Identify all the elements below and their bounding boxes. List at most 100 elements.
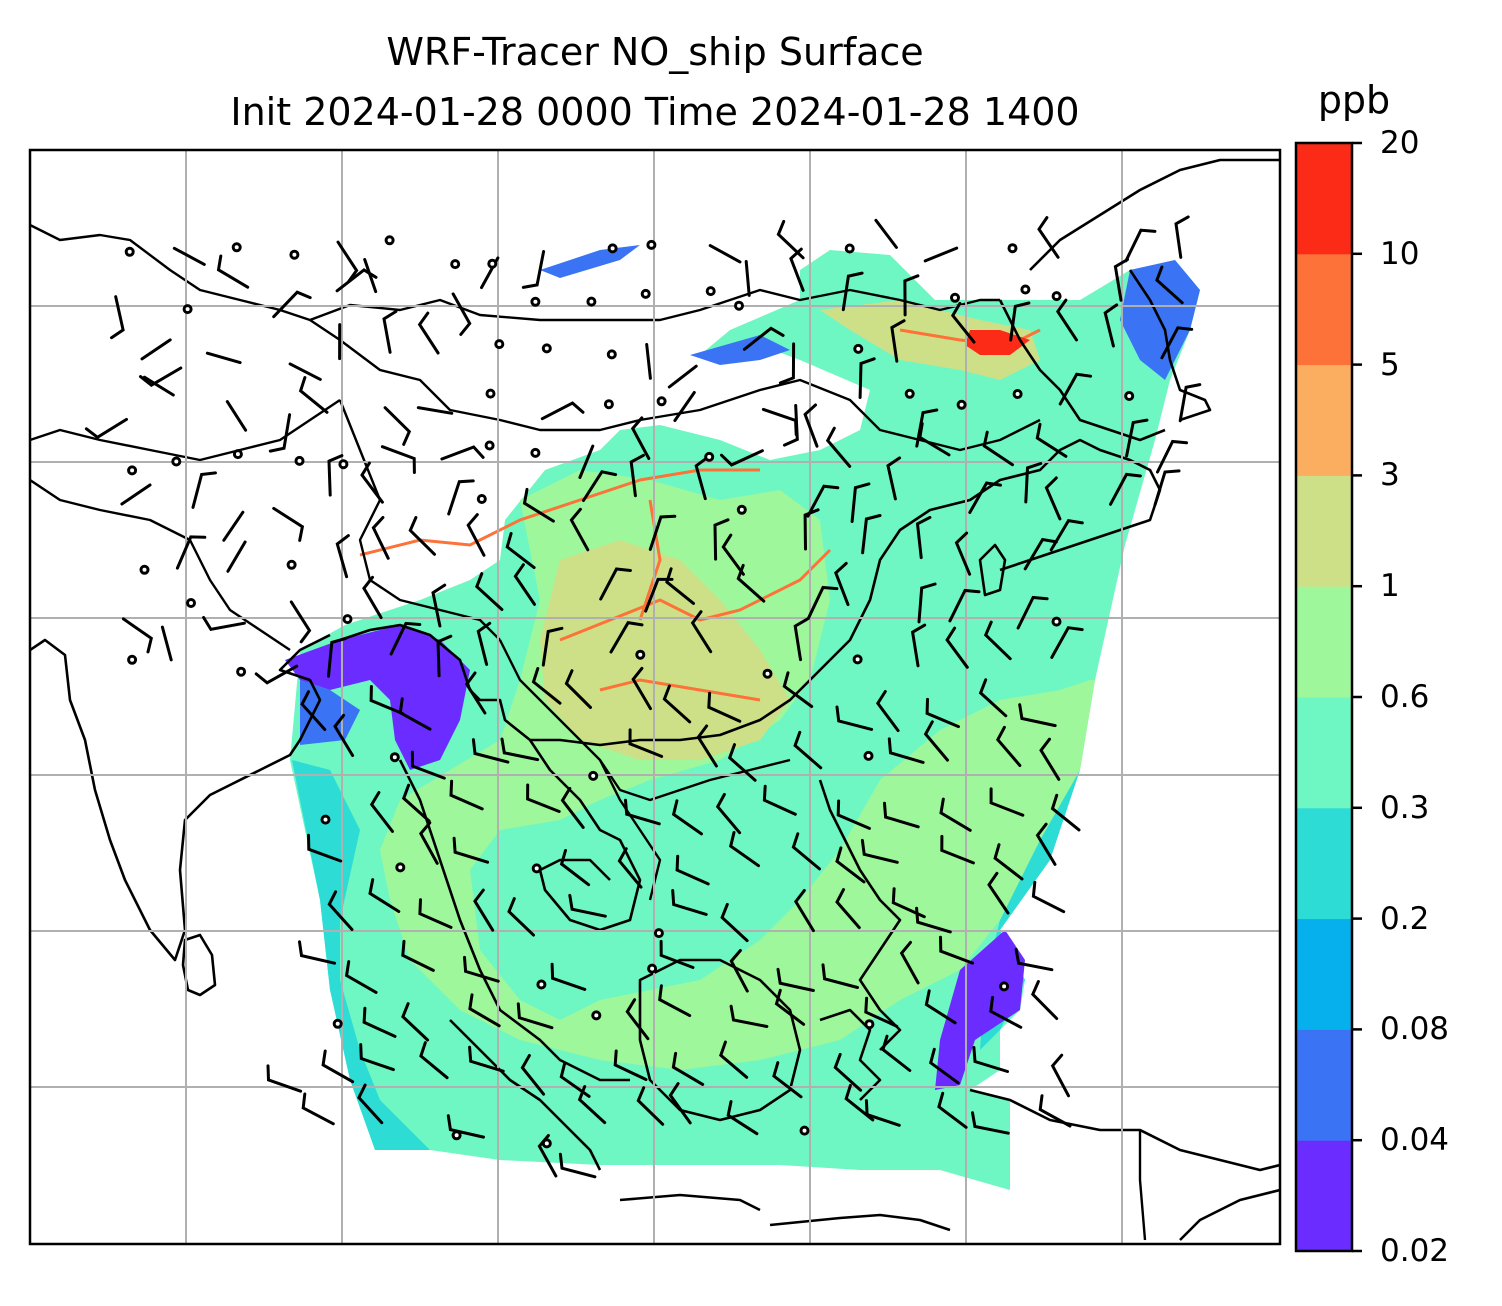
- calm-circle: [1007, 243, 1018, 254]
- map-content: [30, 150, 1280, 1244]
- wind-barb: [720, 449, 764, 467]
- wind-barb: [475, 572, 504, 611]
- wind-barb: [1050, 1053, 1070, 1098]
- wind-barb: [383, 406, 412, 446]
- wind-barb: [864, 996, 899, 1028]
- calm-circle: [182, 304, 193, 315]
- wind-barb: [978, 678, 1008, 718]
- wind-barb: [617, 847, 643, 889]
- colorbar-tick-label-3: 0.2: [1380, 900, 1430, 937]
- wind-barb: [446, 1114, 485, 1139]
- wind-barb: [344, 960, 378, 994]
- coast-sumatra: [449, 1019, 602, 1171]
- calm-circle: [494, 339, 505, 350]
- calm-circle: [844, 243, 855, 254]
- wind-barb: [1155, 265, 1184, 305]
- wind-barb: [369, 685, 404, 715]
- wind-barb: [899, 940, 920, 985]
- wind-barb: [463, 955, 500, 983]
- wind-barb: [844, 1083, 875, 1122]
- colorbar-segment-2: [1296, 918, 1352, 1030]
- calm-circle: [541, 1138, 552, 1149]
- wind-barbs: [84, 215, 1202, 1179]
- wind-barb: [789, 247, 805, 292]
- wind-barb: [806, 484, 840, 518]
- wind-barb: [333, 713, 355, 757]
- field-high-3: [820, 300, 1040, 380]
- wind-barb: [667, 364, 698, 389]
- calm-circle: [395, 862, 406, 873]
- colorbar-unit-label: ppb: [1317, 78, 1391, 122]
- wind-barb: [629, 453, 645, 498]
- wind-barb: [222, 510, 245, 542]
- wind-barb: [860, 838, 899, 864]
- wind-barb: [336, 240, 359, 284]
- colorbar-segment-3: [1296, 807, 1352, 920]
- wind-barb: [521, 250, 546, 289]
- wind-barb: [205, 351, 242, 365]
- wind-barb: [675, 854, 710, 886]
- wind-barb: [468, 993, 501, 1028]
- wind-barb: [362, 575, 383, 620]
- wind-barb: [140, 338, 172, 361]
- wind-barb: [1044, 476, 1062, 521]
- wind-barb: [380, 445, 416, 474]
- wind-barb: [613, 1049, 648, 1081]
- wind-barb: [696, 724, 718, 768]
- coast-srilanka: [181, 933, 217, 997]
- wind-barb: [368, 878, 401, 913]
- calm-circle: [389, 752, 400, 763]
- calm-circle: [704, 451, 715, 462]
- calm-circle: [588, 770, 599, 781]
- wind-barb: [560, 786, 585, 829]
- field-vlow-nw: [690, 335, 790, 365]
- wind-barb: [541, 626, 564, 667]
- wind-barb: [272, 290, 312, 319]
- wind-barb: [307, 833, 343, 863]
- wind-barb: [890, 319, 906, 363]
- calm-circle: [950, 292, 960, 303]
- calm-circle: [450, 259, 461, 270]
- calm-circle: [852, 654, 863, 665]
- wind-barb: [791, 832, 821, 871]
- calm-circle: [863, 750, 874, 761]
- wind-barb: [937, 1091, 968, 1129]
- wind-barb: [993, 843, 1024, 881]
- calm-circle: [332, 1018, 343, 1029]
- wind-barb: [471, 738, 510, 764]
- wind-barb: [782, 671, 814, 708]
- wind-barb: [850, 482, 871, 523]
- wind-barb: [939, 797, 972, 832]
- wind-barb: [500, 737, 540, 762]
- wind-barb: [772, 1061, 803, 1099]
- calm-circle: [1051, 616, 1062, 627]
- wind-barb: [564, 669, 592, 709]
- wind-barb: [1125, 418, 1149, 458]
- wind-barb: [401, 783, 431, 823]
- coast-china-south: [829, 438, 1162, 661]
- wind-barb: [891, 887, 926, 919]
- wind-barb: [968, 481, 1002, 514]
- calm-circle: [635, 649, 646, 660]
- wind-barb: [989, 995, 1023, 1029]
- wind-barb: [793, 730, 823, 770]
- calm-circle: [476, 494, 487, 504]
- wind-barb: [939, 935, 975, 965]
- calm-circle: [586, 296, 597, 307]
- colorbar-tick-label-7: 3: [1380, 457, 1400, 494]
- wind-barb: [363, 258, 378, 294]
- wind-barb: [1023, 537, 1058, 571]
- calm-circle: [232, 449, 243, 460]
- wind-barb: [327, 637, 347, 678]
- calm-circle: [487, 258, 498, 269]
- wind-barb: [321, 1049, 355, 1084]
- wind-barb: [289, 600, 312, 644]
- colorbar-segment-6: [1296, 475, 1352, 587]
- wind-barb: [841, 271, 864, 312]
- wind-barb: [648, 514, 677, 551]
- wind-barb: [923, 720, 949, 762]
- wind-barb: [726, 1100, 759, 1136]
- wind-barb: [776, 219, 805, 260]
- wind-barb: [736, 563, 766, 603]
- wind-barb: [226, 540, 247, 573]
